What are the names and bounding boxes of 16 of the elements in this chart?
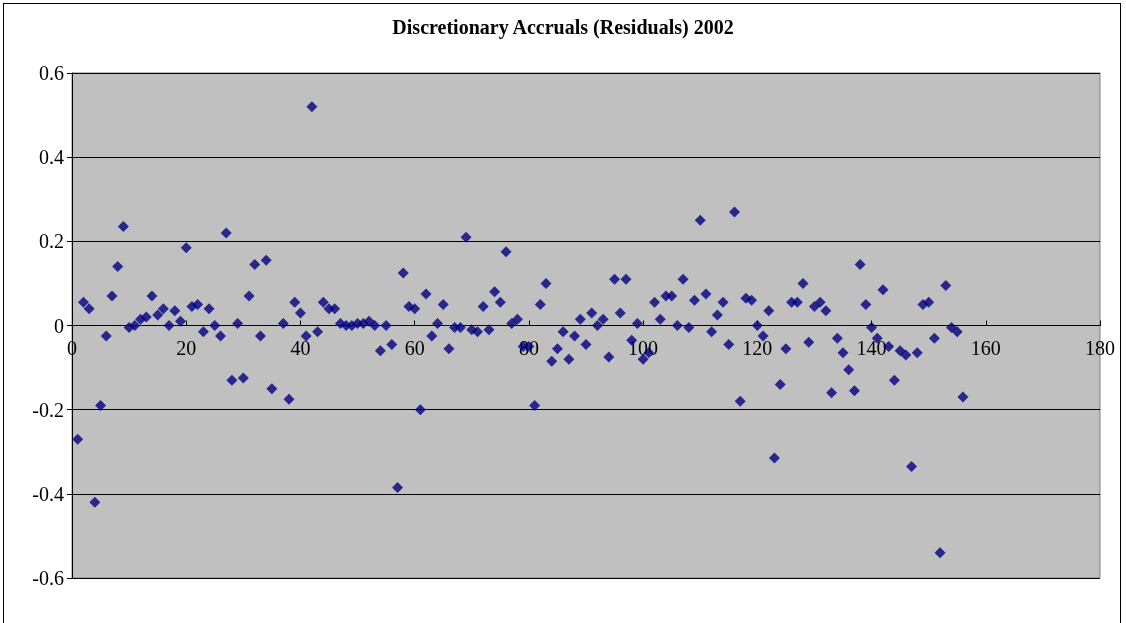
x-tick-label: 180 — [1085, 336, 1115, 359]
y-tick-label: -0.2 — [32, 398, 64, 421]
x-tick-label: 100 — [628, 336, 659, 359]
chart-title: Discretionary Accruals (Residuals) 2002 — [392, 16, 734, 39]
x-tick-label: 120 — [742, 336, 773, 359]
y-tick-label: 0.6 — [39, 62, 64, 84]
x-tick-label: 140 — [856, 336, 887, 359]
x-tick-label: 40 — [290, 336, 311, 359]
y-tick-label: 0.2 — [39, 230, 64, 253]
x-tick-label: 60 — [404, 336, 425, 359]
x-tick-label: 20 — [176, 336, 197, 359]
y-tick-label: 0 — [54, 314, 64, 337]
y-tick-label: -0.6 — [32, 567, 64, 589]
y-tick-label: -0.4 — [32, 482, 64, 505]
y-tick-label: 0.4 — [39, 146, 64, 169]
x-tick-label: 160 — [970, 336, 1001, 359]
